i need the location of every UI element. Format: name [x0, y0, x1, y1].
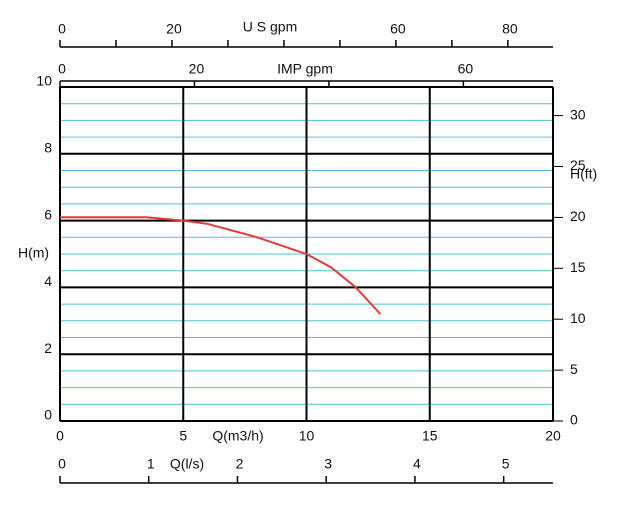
tick-label: 4 [413, 456, 421, 472]
y2-tick-label: 20 [570, 208, 586, 224]
tick-label: 5 [502, 456, 510, 472]
x-tick-label: 20 [545, 428, 561, 444]
tick-label: 1 [147, 456, 155, 472]
y2-tick-label: 25 [570, 157, 586, 173]
y2-axis-label: H(ft) [570, 166, 597, 182]
tick-label: 3 [324, 456, 332, 472]
tick-label: 60 [390, 21, 406, 37]
y2-tick-label: 0 [570, 412, 578, 428]
y-tick-label: 10 [36, 73, 52, 89]
y-tick-label: 4 [44, 273, 52, 289]
tick-label: 0 [58, 21, 66, 37]
tick-label: 2 [236, 456, 244, 472]
bottom-axis2-label: Q(l/s) [170, 456, 204, 472]
x-tick-label: 10 [299, 428, 315, 444]
y-tick-label: 2 [44, 340, 52, 356]
y-axis-label: H(m) [18, 245, 49, 261]
tick-label: 80 [502, 21, 518, 37]
tick-label: 0 [58, 456, 66, 472]
top-axis-label: U S gpm [243, 19, 297, 35]
y-tick-label: 6 [44, 206, 52, 222]
x-tick-label: 15 [422, 428, 438, 444]
y2-tick-label: 5 [570, 361, 578, 377]
y-tick-label: 8 [44, 140, 52, 156]
tick-label: 60 [458, 61, 474, 77]
tick-label: 0 [58, 61, 66, 77]
x-axis-label: Q(m3/h) [212, 428, 263, 444]
top-axis2-label: IMP gpm [277, 61, 333, 77]
y-tick-label: 0 [44, 407, 52, 423]
y2-tick-label: 15 [570, 259, 586, 275]
curve [60, 216, 382, 315]
x-tick-label: 5 [179, 428, 187, 444]
tick-label: 20 [189, 61, 205, 77]
y2-tick-label: 30 [570, 106, 586, 122]
x-tick-label: 0 [56, 428, 64, 444]
y2-tick-label: 10 [570, 310, 586, 326]
tick-label: 20 [166, 21, 182, 37]
